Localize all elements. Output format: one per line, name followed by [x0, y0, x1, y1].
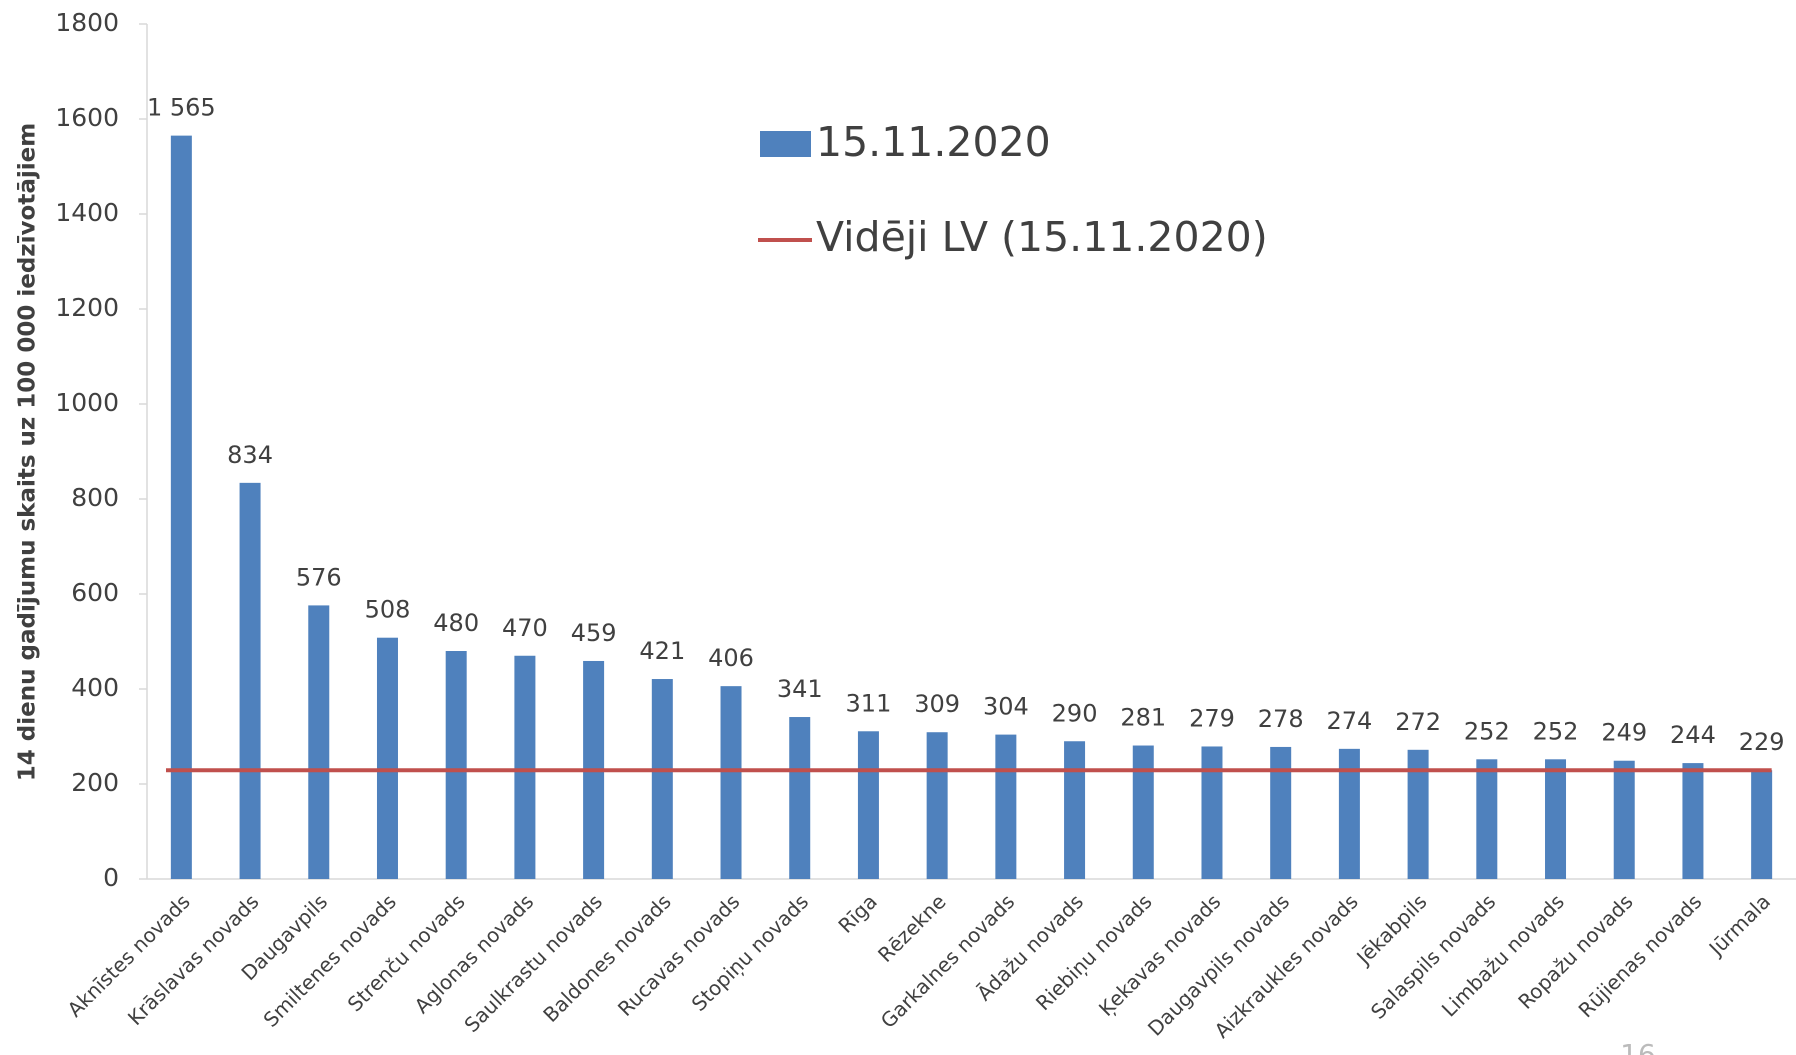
x-tick-label: Ķekavas novads [1094, 889, 1225, 1020]
bar [308, 605, 330, 879]
x-tick-label: Baldones novads [538, 889, 675, 1026]
bar [1338, 748, 1360, 879]
bar [789, 717, 811, 879]
y-tick-label: 1200 [55, 293, 119, 322]
x-tick-label: Strenču novads [343, 889, 470, 1016]
value-label: 304 [983, 693, 1029, 721]
x-tick-label: Rucavas novads [613, 889, 744, 1020]
bar [857, 731, 879, 879]
bar [1407, 749, 1429, 879]
bar [1132, 745, 1154, 879]
value-label: 576 [296, 563, 342, 591]
value-label: 272 [1395, 708, 1441, 736]
x-tick-label: Aglonas novads [410, 889, 539, 1018]
y-axis-label: 14 dienu gadījumu skaits uz 100 000 iedz… [15, 123, 41, 781]
y-tick-label: 200 [71, 768, 119, 797]
x-tick-label: Krāslavas novads [123, 889, 264, 1030]
bar [926, 732, 948, 879]
y-tick-label: 1000 [55, 388, 119, 417]
value-label: 279 [1189, 704, 1235, 732]
bar [239, 482, 261, 879]
value-label: 290 [1052, 699, 1098, 727]
legend-swatch [760, 131, 811, 157]
value-label: 421 [639, 637, 685, 665]
bar [1064, 741, 1086, 879]
bar [1270, 746, 1292, 879]
bar [995, 734, 1017, 879]
y-tick-label: 0 [103, 863, 119, 892]
y-tick-label: 1400 [55, 198, 119, 227]
value-label: 1 565 [147, 94, 216, 122]
x-tick-label: Salaspils novads [1366, 889, 1500, 1023]
bar [720, 686, 742, 879]
bar [170, 135, 192, 879]
value-label: 341 [777, 675, 823, 703]
y-tick-label: 600 [71, 578, 119, 607]
value-label: 252 [1464, 717, 1510, 745]
value-label: 244 [1670, 721, 1716, 749]
value-label: 406 [708, 644, 754, 672]
bar [1201, 746, 1223, 879]
legend-label: Vidēji LV (15.11.2020) [816, 213, 1268, 261]
x-tick-label: Jūrmala [1703, 889, 1775, 961]
y-tick-label: 400 [71, 673, 119, 702]
value-label: 281 [1120, 704, 1166, 732]
page-number: 16 [1620, 1038, 1656, 1055]
x-tick-label: Aknīstes novads [63, 889, 195, 1021]
value-label: 459 [571, 619, 617, 647]
bar [1476, 759, 1498, 879]
y-tick-label: 800 [71, 483, 119, 512]
bar [376, 637, 398, 879]
y-tick-label: 1600 [55, 103, 119, 132]
bar [514, 655, 536, 879]
value-label: 470 [502, 614, 548, 642]
x-tick-label: Rūjienas novads [1574, 889, 1707, 1022]
value-label: 274 [1326, 707, 1372, 735]
value-label: 309 [914, 690, 960, 718]
bar [1545, 759, 1567, 879]
x-tick-label: Riebiņu novads [1031, 889, 1157, 1015]
value-label: 249 [1601, 719, 1647, 747]
value-label: 508 [365, 596, 411, 624]
value-label: 278 [1258, 705, 1304, 733]
bar [1751, 770, 1773, 879]
legend-label: 15.11.2020 [816, 118, 1051, 166]
value-label: 834 [227, 441, 273, 469]
value-label: 252 [1533, 717, 1579, 745]
x-tick-label: Limbažu novads [1437, 889, 1569, 1021]
x-tick-label: Garkalnes novads [876, 889, 1019, 1032]
x-tick-label: Smiltenes novads [259, 889, 401, 1031]
value-label: 480 [433, 609, 479, 637]
x-tick-label: Rīga [833, 889, 881, 937]
value-label: 229 [1739, 728, 1785, 756]
bar [1682, 763, 1704, 879]
x-tick-label: Stopiņu novads [687, 889, 813, 1015]
bar [445, 651, 467, 879]
y-tick-label: 1800 [55, 8, 119, 37]
bar [651, 679, 673, 879]
value-label: 311 [846, 689, 892, 717]
bar [1613, 760, 1635, 879]
